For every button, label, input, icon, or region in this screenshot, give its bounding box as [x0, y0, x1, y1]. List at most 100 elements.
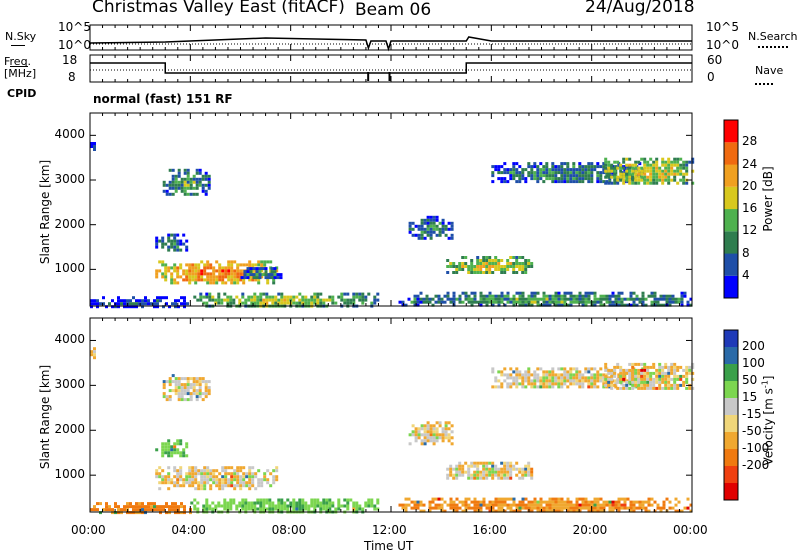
- data-cell: [200, 272, 204, 276]
- data-cell: [671, 294, 675, 298]
- data-region: [193, 292, 380, 308]
- data-cell: [458, 473, 462, 477]
- data-cell: [485, 470, 489, 474]
- data-cell: [500, 259, 504, 262]
- data-cell: [174, 505, 177, 509]
- data-cell: [607, 371, 611, 375]
- colorbar-swatch: [724, 142, 738, 165]
- data-cell: [482, 473, 486, 477]
- data-cell: [542, 509, 546, 513]
- data-cell: [292, 298, 296, 302]
- data-cell: [432, 439, 436, 443]
- data-cell: [150, 502, 153, 506]
- data-cell: [201, 174, 205, 178]
- data-cell: [631, 362, 635, 366]
- data-cell: [322, 298, 326, 302]
- data-cell: [521, 174, 525, 178]
- data-cell: [263, 472, 267, 476]
- data-cell: [250, 507, 254, 511]
- data-cell: [186, 383, 190, 387]
- x-tick-label: 00:00: [673, 523, 708, 537]
- data-cell: [129, 305, 132, 309]
- data-cell: [204, 389, 208, 393]
- data-cell: [551, 373, 555, 377]
- data-cell: [673, 160, 677, 164]
- data-region: [155, 233, 189, 252]
- data-cell: [566, 379, 570, 383]
- data-cell: [120, 511, 123, 515]
- data-cell: [566, 376, 570, 380]
- data-cell: [206, 472, 210, 476]
- data-cell: [467, 470, 471, 474]
- data-cell: [557, 297, 561, 301]
- data-cell: [688, 160, 692, 164]
- data-cell: [201, 380, 205, 384]
- data-cell: [185, 481, 189, 485]
- data-cell: [518, 373, 522, 377]
- data-cell: [252, 267, 256, 271]
- data-cell: [200, 278, 204, 282]
- data-cell: [126, 502, 129, 506]
- data-cell: [441, 227, 445, 231]
- data-cell: [168, 305, 171, 309]
- data-cell: [243, 270, 247, 274]
- data-cell: [512, 171, 516, 175]
- data-cell: [643, 368, 647, 372]
- data-cell: [473, 506, 477, 510]
- data-cell: [167, 466, 171, 470]
- data-cell: [229, 504, 233, 508]
- data-cell: [632, 303, 636, 307]
- data-cell: [455, 509, 459, 513]
- data-cell: [634, 380, 638, 384]
- data-cell: [227, 272, 231, 276]
- data-cell: [411, 433, 415, 437]
- data-cell: [431, 506, 435, 510]
- data-cell: [515, 370, 519, 374]
- data-cell: [218, 269, 222, 273]
- data-cell: [361, 298, 365, 302]
- data-cell: [176, 475, 180, 479]
- data-cell: [473, 509, 477, 513]
- colorbar-swatch: [724, 398, 738, 415]
- data-cell: [673, 175, 677, 179]
- data-cell: [473, 503, 477, 507]
- data-cell: [554, 294, 558, 298]
- data-cell: [557, 367, 561, 371]
- data-cell: [247, 507, 251, 511]
- data-cell: [530, 476, 534, 480]
- data-cell: [440, 506, 444, 510]
- data-cell: [608, 506, 612, 510]
- data-cell: [230, 481, 234, 485]
- data-cell: [527, 300, 531, 304]
- data-cell: [524, 467, 528, 471]
- data-cell: [257, 478, 261, 482]
- gap-marker: [388, 72, 391, 81]
- data-cell: [283, 295, 287, 299]
- data-cell: [215, 469, 219, 473]
- data-cell: [132, 296, 135, 300]
- data-cell: [168, 380, 172, 384]
- data-cell: [655, 166, 659, 170]
- data-cell: [680, 294, 684, 298]
- data-cell: [650, 503, 654, 507]
- data-cell: [602, 503, 606, 507]
- data-cell: [177, 395, 181, 399]
- data-cell: [208, 504, 212, 508]
- y-tick-label: 2000: [54, 422, 85, 437]
- data-cell: [280, 504, 284, 508]
- data-cell: [132, 305, 135, 309]
- data-cell: [167, 239, 171, 243]
- data-cell: [533, 503, 537, 507]
- data-cell: [512, 300, 516, 304]
- data-cell: [518, 370, 522, 374]
- data-cell: [239, 466, 243, 470]
- gap-marker: [367, 72, 370, 81]
- data-cell: [183, 505, 186, 509]
- data-cell: [587, 300, 591, 304]
- data-cell: [229, 498, 233, 502]
- data-cell: [533, 294, 537, 298]
- data-cell: [164, 448, 168, 452]
- data-cell: [521, 168, 525, 172]
- data-cell: [622, 160, 626, 164]
- data-cell: [536, 177, 540, 181]
